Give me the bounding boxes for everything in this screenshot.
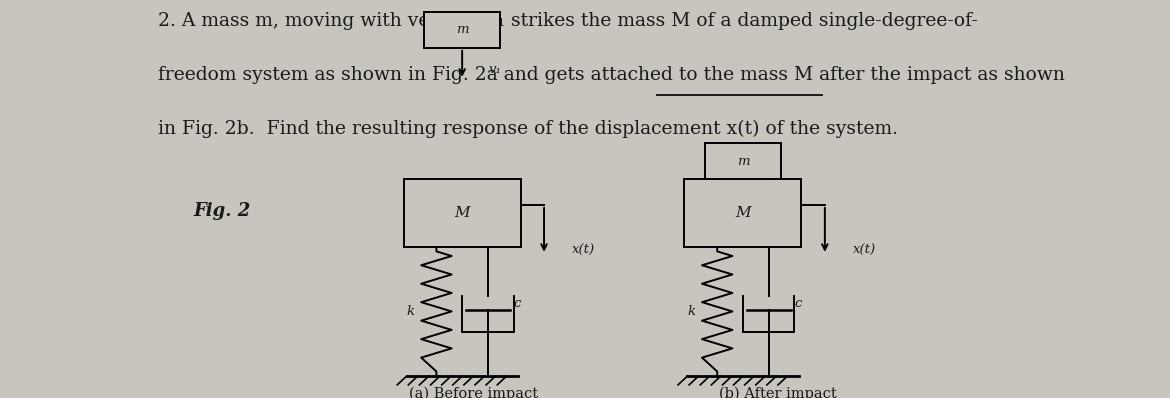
Text: (a) Before impact: (a) Before impact	[410, 387, 538, 398]
Text: k: k	[688, 305, 695, 318]
Text: c: c	[794, 297, 801, 310]
Text: (b) After impact: (b) After impact	[720, 387, 837, 398]
Text: Fig. 2: Fig. 2	[194, 202, 250, 220]
Text: k: k	[407, 305, 414, 318]
Text: m: m	[737, 155, 749, 168]
Text: v₁: v₁	[488, 63, 502, 76]
FancyBboxPatch shape	[684, 179, 801, 247]
Text: c: c	[514, 297, 521, 310]
Text: 2. A mass m, moving with velocity v₁ strikes the mass M of a damped single-degre: 2. A mass m, moving with velocity v₁ str…	[158, 12, 978, 30]
FancyBboxPatch shape	[404, 179, 521, 247]
Text: x(t): x(t)	[572, 244, 596, 257]
FancyBboxPatch shape	[704, 143, 782, 179]
Text: m: m	[456, 23, 468, 36]
Text: M: M	[735, 206, 751, 220]
Text: in Fig. 2b.  Find the resulting response of the displacement x(t) of the system.: in Fig. 2b. Find the resulting response …	[158, 119, 897, 138]
FancyBboxPatch shape	[425, 12, 501, 48]
Text: M: M	[454, 206, 470, 220]
Text: freedom system as shown in Fig. 2a and gets attached to the mass M after the imp: freedom system as shown in Fig. 2a and g…	[158, 66, 1065, 84]
Text: x(t): x(t)	[853, 244, 876, 257]
